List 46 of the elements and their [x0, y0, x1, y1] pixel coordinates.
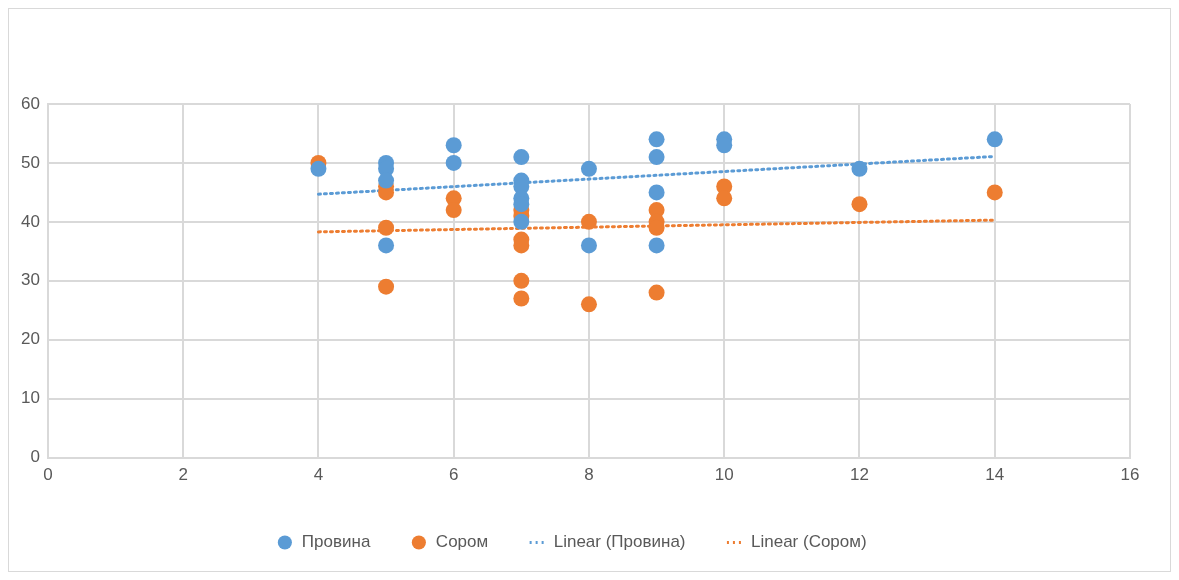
point: [648, 131, 665, 148]
point: [513, 290, 530, 307]
point: [580, 237, 597, 254]
point: [851, 160, 868, 177]
point: [513, 149, 530, 166]
point: [513, 213, 530, 230]
point: [513, 272, 530, 289]
y-tick-label: 20: [20, 329, 40, 349]
point: [716, 190, 733, 207]
point: [378, 219, 395, 236]
x-tick-label: 10: [714, 465, 734, 485]
point: [378, 172, 395, 189]
point: [378, 278, 395, 295]
y-tick-label: 40: [20, 211, 40, 231]
point: [986, 131, 1003, 148]
x-tick-label: 0: [43, 465, 53, 485]
x-tick-label: 2: [178, 465, 188, 485]
point: [648, 284, 665, 301]
x-tick-label: 8: [584, 465, 594, 485]
y-tick-label: 50: [20, 152, 40, 172]
point: [648, 184, 665, 201]
point: [580, 296, 597, 313]
y-tick-label: 0: [30, 447, 40, 467]
x-tick-label: 4: [313, 465, 324, 485]
y-tick-label: 30: [20, 270, 40, 290]
point: [378, 237, 395, 254]
legend-label: Сором: [435, 532, 489, 552]
legend-label: Linear (Провина): [553, 532, 686, 552]
point: [580, 213, 597, 230]
x-tick-label: 12: [850, 465, 869, 485]
x-tick-label: 14: [985, 465, 1005, 485]
x-tick-label: 6: [448, 465, 459, 485]
point: [580, 160, 597, 177]
legend-label: Провина: [301, 532, 371, 552]
point: [310, 160, 327, 177]
point: [445, 202, 462, 219]
y-tick-label: 60: [20, 93, 40, 113]
y-tick-label: 10: [20, 388, 40, 408]
point: [648, 237, 665, 254]
x-tick-label: 16: [1120, 465, 1140, 485]
point: [445, 154, 462, 171]
point: [648, 149, 665, 166]
point: [851, 196, 868, 213]
legend-label: Linear (Сором): [751, 532, 867, 552]
point: [445, 137, 462, 154]
point: [986, 184, 1003, 201]
